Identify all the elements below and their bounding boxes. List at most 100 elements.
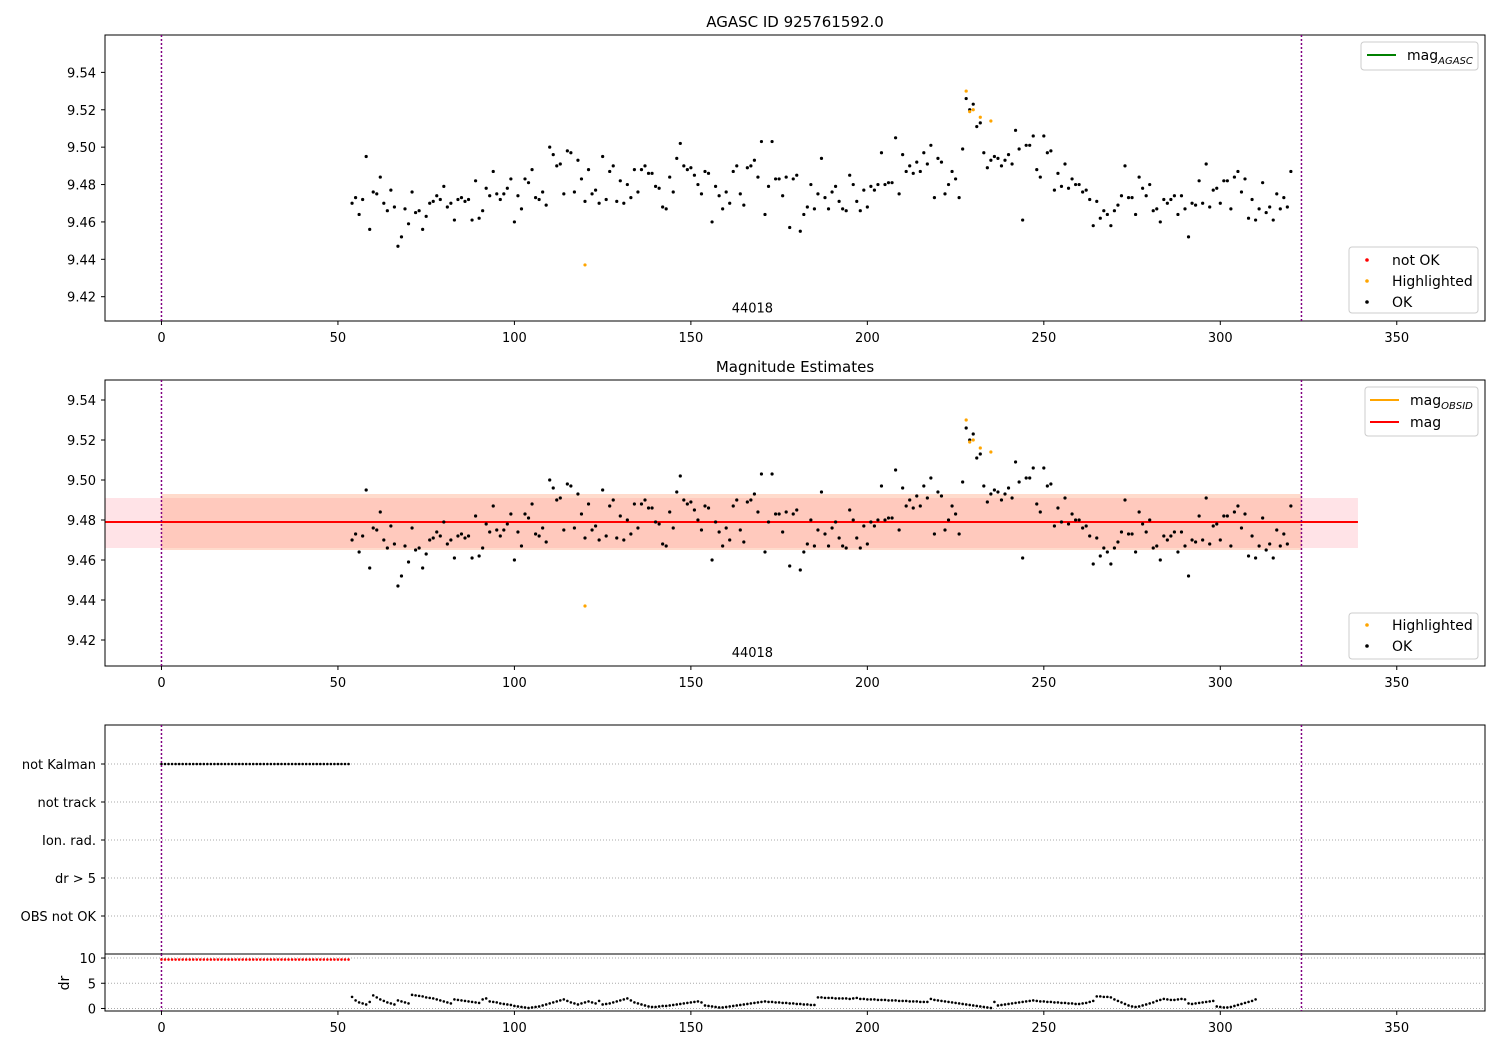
panel-magnitude-estimates-point-ok bbox=[692, 508, 697, 512]
panel-magnitude-estimates-point-ok bbox=[597, 538, 601, 542]
panel-agasc-point-ok bbox=[1229, 207, 1233, 211]
panel-magnitude-estimates-point-ok bbox=[653, 520, 658, 524]
panel-agasc-legend-top: magAGASC bbox=[1360, 41, 1479, 71]
panel-dr-ylabel: dr bbox=[57, 975, 73, 990]
panel-magnitude-estimates-point-ok bbox=[558, 496, 562, 500]
panel-magnitude-estimates-point-ok bbox=[953, 512, 958, 516]
panel-dr-point-ok bbox=[802, 1003, 806, 1006]
panel-dr-point-ok bbox=[1137, 1005, 1141, 1008]
panel-dr-point-ok bbox=[746, 1002, 749, 1006]
panel-magnitude-estimates-point-ok bbox=[1091, 562, 1095, 566]
panel-dr-point-ok bbox=[834, 997, 837, 1000]
panel-dr-point-ok bbox=[509, 1003, 513, 1007]
panel-dr-point-ok bbox=[873, 998, 876, 1001]
panel-dr-point-ok bbox=[534, 1005, 537, 1009]
panel-agasc-point-ok bbox=[1013, 128, 1018, 132]
panel-dr-point-ok bbox=[1183, 998, 1187, 1001]
panel-agasc-xtick-label: 150 bbox=[678, 331, 703, 346]
panel-dr-point-not-ok bbox=[163, 958, 167, 961]
panel-dr-point-ok bbox=[855, 996, 859, 1000]
panel-magnitude-estimates-xtick-label: 100 bbox=[502, 676, 527, 691]
panel-dr-point-ok bbox=[414, 994, 417, 997]
panel-flags-point bbox=[248, 762, 252, 766]
panel-agasc-point-ok bbox=[1236, 169, 1240, 174]
panel-dr-point-ok bbox=[950, 1001, 954, 1004]
panel-agasc-point-ok bbox=[353, 196, 358, 200]
panel-magnitude-estimates-point-ok bbox=[943, 528, 947, 532]
panel-agasc-point-ok bbox=[788, 225, 792, 230]
panel-dr-point-ok bbox=[375, 996, 379, 999]
panel-agasc-point-ok bbox=[625, 182, 629, 187]
panel-magnitude-estimates-legend-label: Highlighted bbox=[1392, 618, 1473, 634]
panel-dr-point-ok bbox=[1173, 998, 1176, 1002]
panel-agasc-point-ok bbox=[939, 160, 944, 164]
panel-magnitude-estimates-point-ok bbox=[851, 518, 855, 522]
panel-flags-point bbox=[230, 762, 234, 766]
panel-dr-xtick-label: 50 bbox=[330, 1021, 347, 1036]
panel-magnitude-estimates-point-ok bbox=[721, 544, 725, 548]
panel-magnitude-estimates-point-ok bbox=[809, 518, 813, 522]
panel-dr-point-ok bbox=[710, 1005, 714, 1008]
panel-agasc-point-ok bbox=[830, 190, 834, 194]
panel-agasc-point-ok bbox=[509, 177, 513, 181]
panel-agasc-point-ok bbox=[618, 179, 622, 183]
panel-agasc-point-ok bbox=[1126, 196, 1131, 200]
panel-dr-point-not-ok bbox=[329, 958, 333, 961]
panel-dr-point-ok bbox=[647, 1005, 650, 1008]
panel-flags-point bbox=[276, 762, 280, 766]
panel-magnitude-estimates-point-ok bbox=[378, 510, 382, 514]
panel-flags-point bbox=[297, 762, 301, 766]
panel-dr-point-ok bbox=[1151, 1001, 1155, 1004]
panel-magnitude-estimates-point-ok bbox=[826, 544, 831, 548]
panel-dr-point-ok bbox=[633, 1001, 636, 1004]
panel-dr-point-ok bbox=[858, 997, 862, 1001]
panel-magnitude-estimates-point-highlighted bbox=[964, 418, 968, 422]
panel-agasc-point-ok bbox=[1098, 216, 1102, 220]
panel-dr-point-not-ok bbox=[223, 958, 227, 961]
panel-magnitude-estimates-point-ok bbox=[1063, 496, 1067, 500]
panel-agasc-legend-label: Highlighted bbox=[1392, 274, 1473, 290]
panel-magnitude-estimates-point-ok bbox=[1176, 550, 1180, 554]
panel-magnitude-estimates-point-ok bbox=[661, 542, 665, 546]
panel-agasc-legend-marker bbox=[1365, 258, 1369, 262]
panel-agasc-point-ok bbox=[389, 188, 393, 192]
panel-agasc-point-ok bbox=[1073, 182, 1078, 187]
panel-magnitude-estimates-point-ok bbox=[1239, 526, 1244, 530]
panel-dr-point-ok bbox=[784, 1001, 788, 1005]
panel-flags-point bbox=[287, 762, 290, 766]
panel-agasc-point-ok bbox=[375, 192, 379, 196]
panel-dr-point-ok bbox=[513, 1004, 516, 1008]
panel-agasc-point-ok bbox=[957, 196, 961, 200]
panel-agasc-point-ok bbox=[1137, 175, 1141, 179]
panel-dr-point-ok bbox=[809, 1003, 813, 1007]
panel-magnitude-estimates-point-ok bbox=[502, 528, 506, 532]
panel-agasc-point-ok bbox=[791, 177, 795, 181]
panel-dr-point-not-ok bbox=[322, 958, 326, 961]
panel-dr-point-ok bbox=[1180, 997, 1183, 1001]
panel-dr-point-ok bbox=[996, 1004, 1000, 1007]
panel-agasc-point-ok bbox=[608, 169, 612, 174]
panel-agasc-point-ok bbox=[809, 182, 813, 187]
panel-flags-point bbox=[237, 762, 241, 766]
panel-dr-point-ok bbox=[915, 1000, 919, 1003]
panel-agasc-point-ok bbox=[1222, 179, 1226, 183]
panel-agasc-xtick-label: 300 bbox=[1208, 331, 1233, 346]
panel-dr-point-ok bbox=[1166, 998, 1169, 1001]
panel-dr-point-not-ok bbox=[191, 958, 195, 961]
panel-agasc-point-ok bbox=[1285, 205, 1289, 209]
panel-dr-point-ok bbox=[1028, 999, 1032, 1003]
panel-magnitude-estimates-point-ok bbox=[576, 492, 580, 496]
panel-dr-point-ok bbox=[481, 998, 484, 1001]
panel-agasc-point-ok bbox=[1059, 184, 1064, 189]
panel-dr-point-ok bbox=[386, 1001, 389, 1004]
panel-dr-point-ok bbox=[421, 995, 424, 998]
panel-agasc-point-ok bbox=[713, 184, 718, 189]
panel-dr-point-ok bbox=[1190, 1002, 1194, 1006]
panel-dr-point-ok bbox=[378, 998, 382, 1001]
panel-magnitude-estimates-point-ok bbox=[784, 510, 788, 514]
panel-dr-point-not-ok bbox=[283, 958, 287, 961]
panel-dr-point-ok bbox=[1120, 1001, 1123, 1004]
panel-magnitude-estimates-point-ok bbox=[819, 490, 824, 494]
panel-magnitude-estimates-point-ok bbox=[579, 512, 584, 516]
